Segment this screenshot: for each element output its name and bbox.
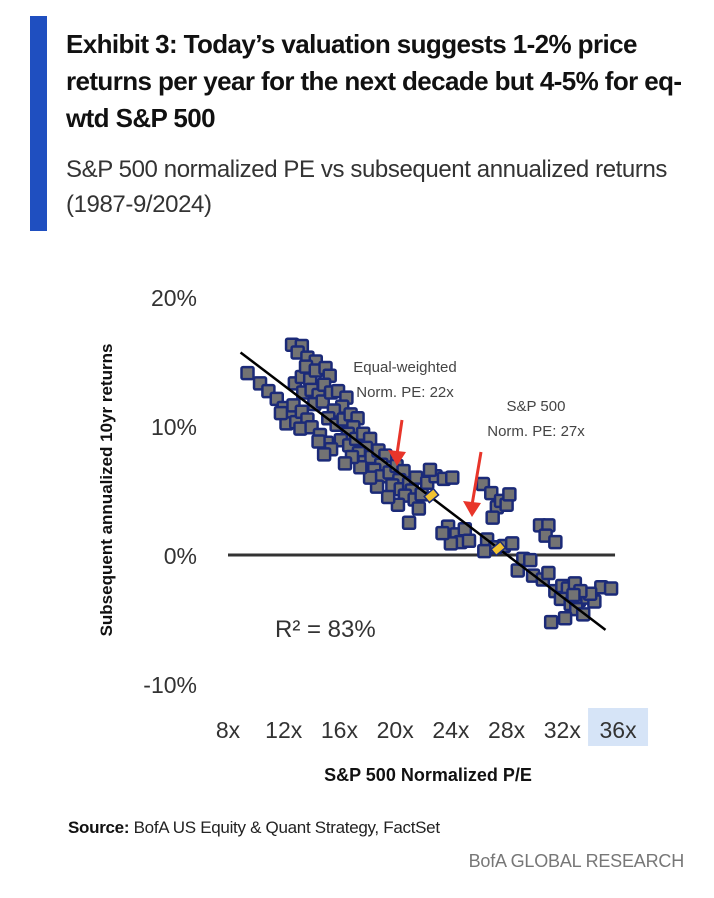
scatter-point: [502, 487, 517, 502]
scatter-point: [548, 534, 563, 550]
x-tick-label: 20x: [377, 717, 415, 743]
source-note: Source: BofA US Equity & Quant Strategy,…: [68, 818, 440, 838]
annotation-line1: S&P 500: [507, 398, 566, 415]
scatter-point: [337, 456, 353, 471]
x-tick-label: 28x: [488, 717, 526, 743]
x-tick-label: 16x: [321, 717, 359, 743]
scatter-point: [566, 587, 581, 603]
source-text: BofA US Equity & Quant Strategy, FactSet: [133, 818, 440, 837]
scatter-point: [422, 462, 438, 478]
x-tick-label: 8x: [216, 717, 241, 743]
highlight-point: [423, 487, 440, 504]
scatter-point: [273, 405, 289, 421]
exhibit-title: Exhibit 3: Today’s valuation suggests 1-…: [66, 29, 682, 133]
x-tick-label: 12x: [265, 717, 303, 743]
source-label: Source:: [68, 818, 130, 837]
y-axis-label: Subsequent annualized 10yr returns: [97, 344, 116, 637]
y-tick-label: 10%: [151, 414, 197, 440]
annotation-line1: Equal-weighted: [353, 359, 456, 376]
scatter-point: [543, 614, 559, 630]
scatter-point: [504, 536, 520, 551]
scatter-point: [603, 581, 619, 596]
scatter-point: [541, 565, 556, 581]
highlight-points: [423, 487, 507, 557]
x-tick-label: 36x: [599, 717, 637, 743]
annotation-line2: Norm. PE: 27x: [487, 423, 585, 440]
scatter-point: [362, 470, 378, 485]
scatter-point: [477, 543, 492, 559]
regression-line: [239, 351, 607, 631]
scatter-point: [311, 434, 326, 449]
scatter-point: [401, 515, 417, 530]
scatter-point: [443, 536, 459, 551]
scatter-chart: 20% 10% 0% -10% 8x 12x 16x 20x 24x 28x 32x 36x Sub…: [97, 285, 649, 785]
scatter-point: [445, 470, 460, 485]
scatter-point: [461, 533, 477, 549]
scatter-points: [240, 337, 619, 630]
arrowhead-icon: [388, 450, 406, 466]
y-tick-label: 0%: [164, 543, 197, 569]
scatter-point: [523, 552, 538, 568]
scatter-point: [557, 610, 573, 626]
scatter-point: [485, 510, 500, 525]
annotations: Equal-weighted Norm. PE: 22x S&P 500 Norm. …: [353, 359, 585, 517]
highlight-point: [490, 540, 507, 557]
annotation-arrow: [470, 451, 483, 506]
exhibit-subtitle: S&P 500 normalized PE vs subsequent annu…: [66, 156, 668, 218]
scatter-point: [435, 525, 450, 541]
x-axis-ticks: 8x 12x 16x 20x 24x 28x 32x 36x: [216, 708, 649, 746]
scatter-point: [316, 447, 332, 462]
accent-bar: [30, 16, 47, 231]
y-tick-label: -10%: [143, 672, 197, 698]
brand-label: BofA GLOBAL RESEARCH: [468, 851, 685, 871]
x-axis-label: S&P 500 Normalized P/E: [324, 765, 532, 785]
x-tick-highlight: [588, 708, 649, 746]
y-tick-label: 20%: [151, 285, 197, 311]
r-squared-label: R² = 83%: [275, 616, 376, 643]
arrowhead-icon: [463, 501, 481, 517]
scatter-point: [380, 489, 396, 505]
annotation-arrow: [395, 419, 404, 455]
scatter-point: [411, 501, 427, 516]
scatter-point: [353, 460, 368, 475]
y-axis-ticks: 20% 10% 0% -10%: [143, 285, 197, 698]
x-tick-label: 24x: [432, 717, 470, 743]
x-tick-label: 32x: [544, 717, 582, 743]
annotation-line2: Norm. PE: 22x: [356, 384, 454, 401]
scatter-point: [240, 365, 255, 381]
